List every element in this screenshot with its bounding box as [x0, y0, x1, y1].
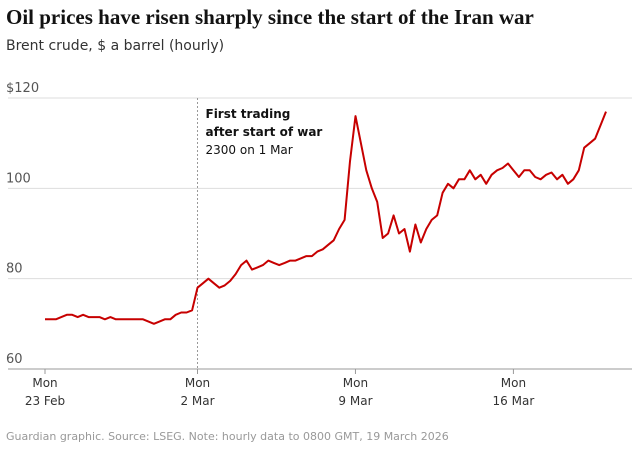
source-note: Guardian graphic. Source: LSEG. Note: ho… — [6, 430, 449, 443]
annotation-text: First trading — [206, 107, 291, 121]
chart-title: Oil prices have risen sharply since the … — [6, 5, 534, 29]
annotation-text: after start of war — [206, 125, 323, 139]
x-tick-label: Mon 2 Mar — [180, 376, 215, 408]
x-tick-label: Mon 16 Mar — [492, 376, 535, 408]
chart-subtitle: Brent crude, $ a barrel (hourly) — [6, 38, 224, 54]
x-tick-label: Mon 9 Mar — [338, 376, 373, 408]
y-tick-label: 100 — [6, 171, 31, 186]
y-tick-label: 80 — [6, 262, 23, 277]
price-line — [45, 111, 607, 325]
y-tick-label: $120 — [6, 81, 39, 96]
x-tick-label: Mon 23 Feb — [24, 376, 66, 408]
annotation-text: 2300 on 1 Mar — [206, 143, 293, 157]
y-tick-label: 60 — [6, 352, 23, 367]
